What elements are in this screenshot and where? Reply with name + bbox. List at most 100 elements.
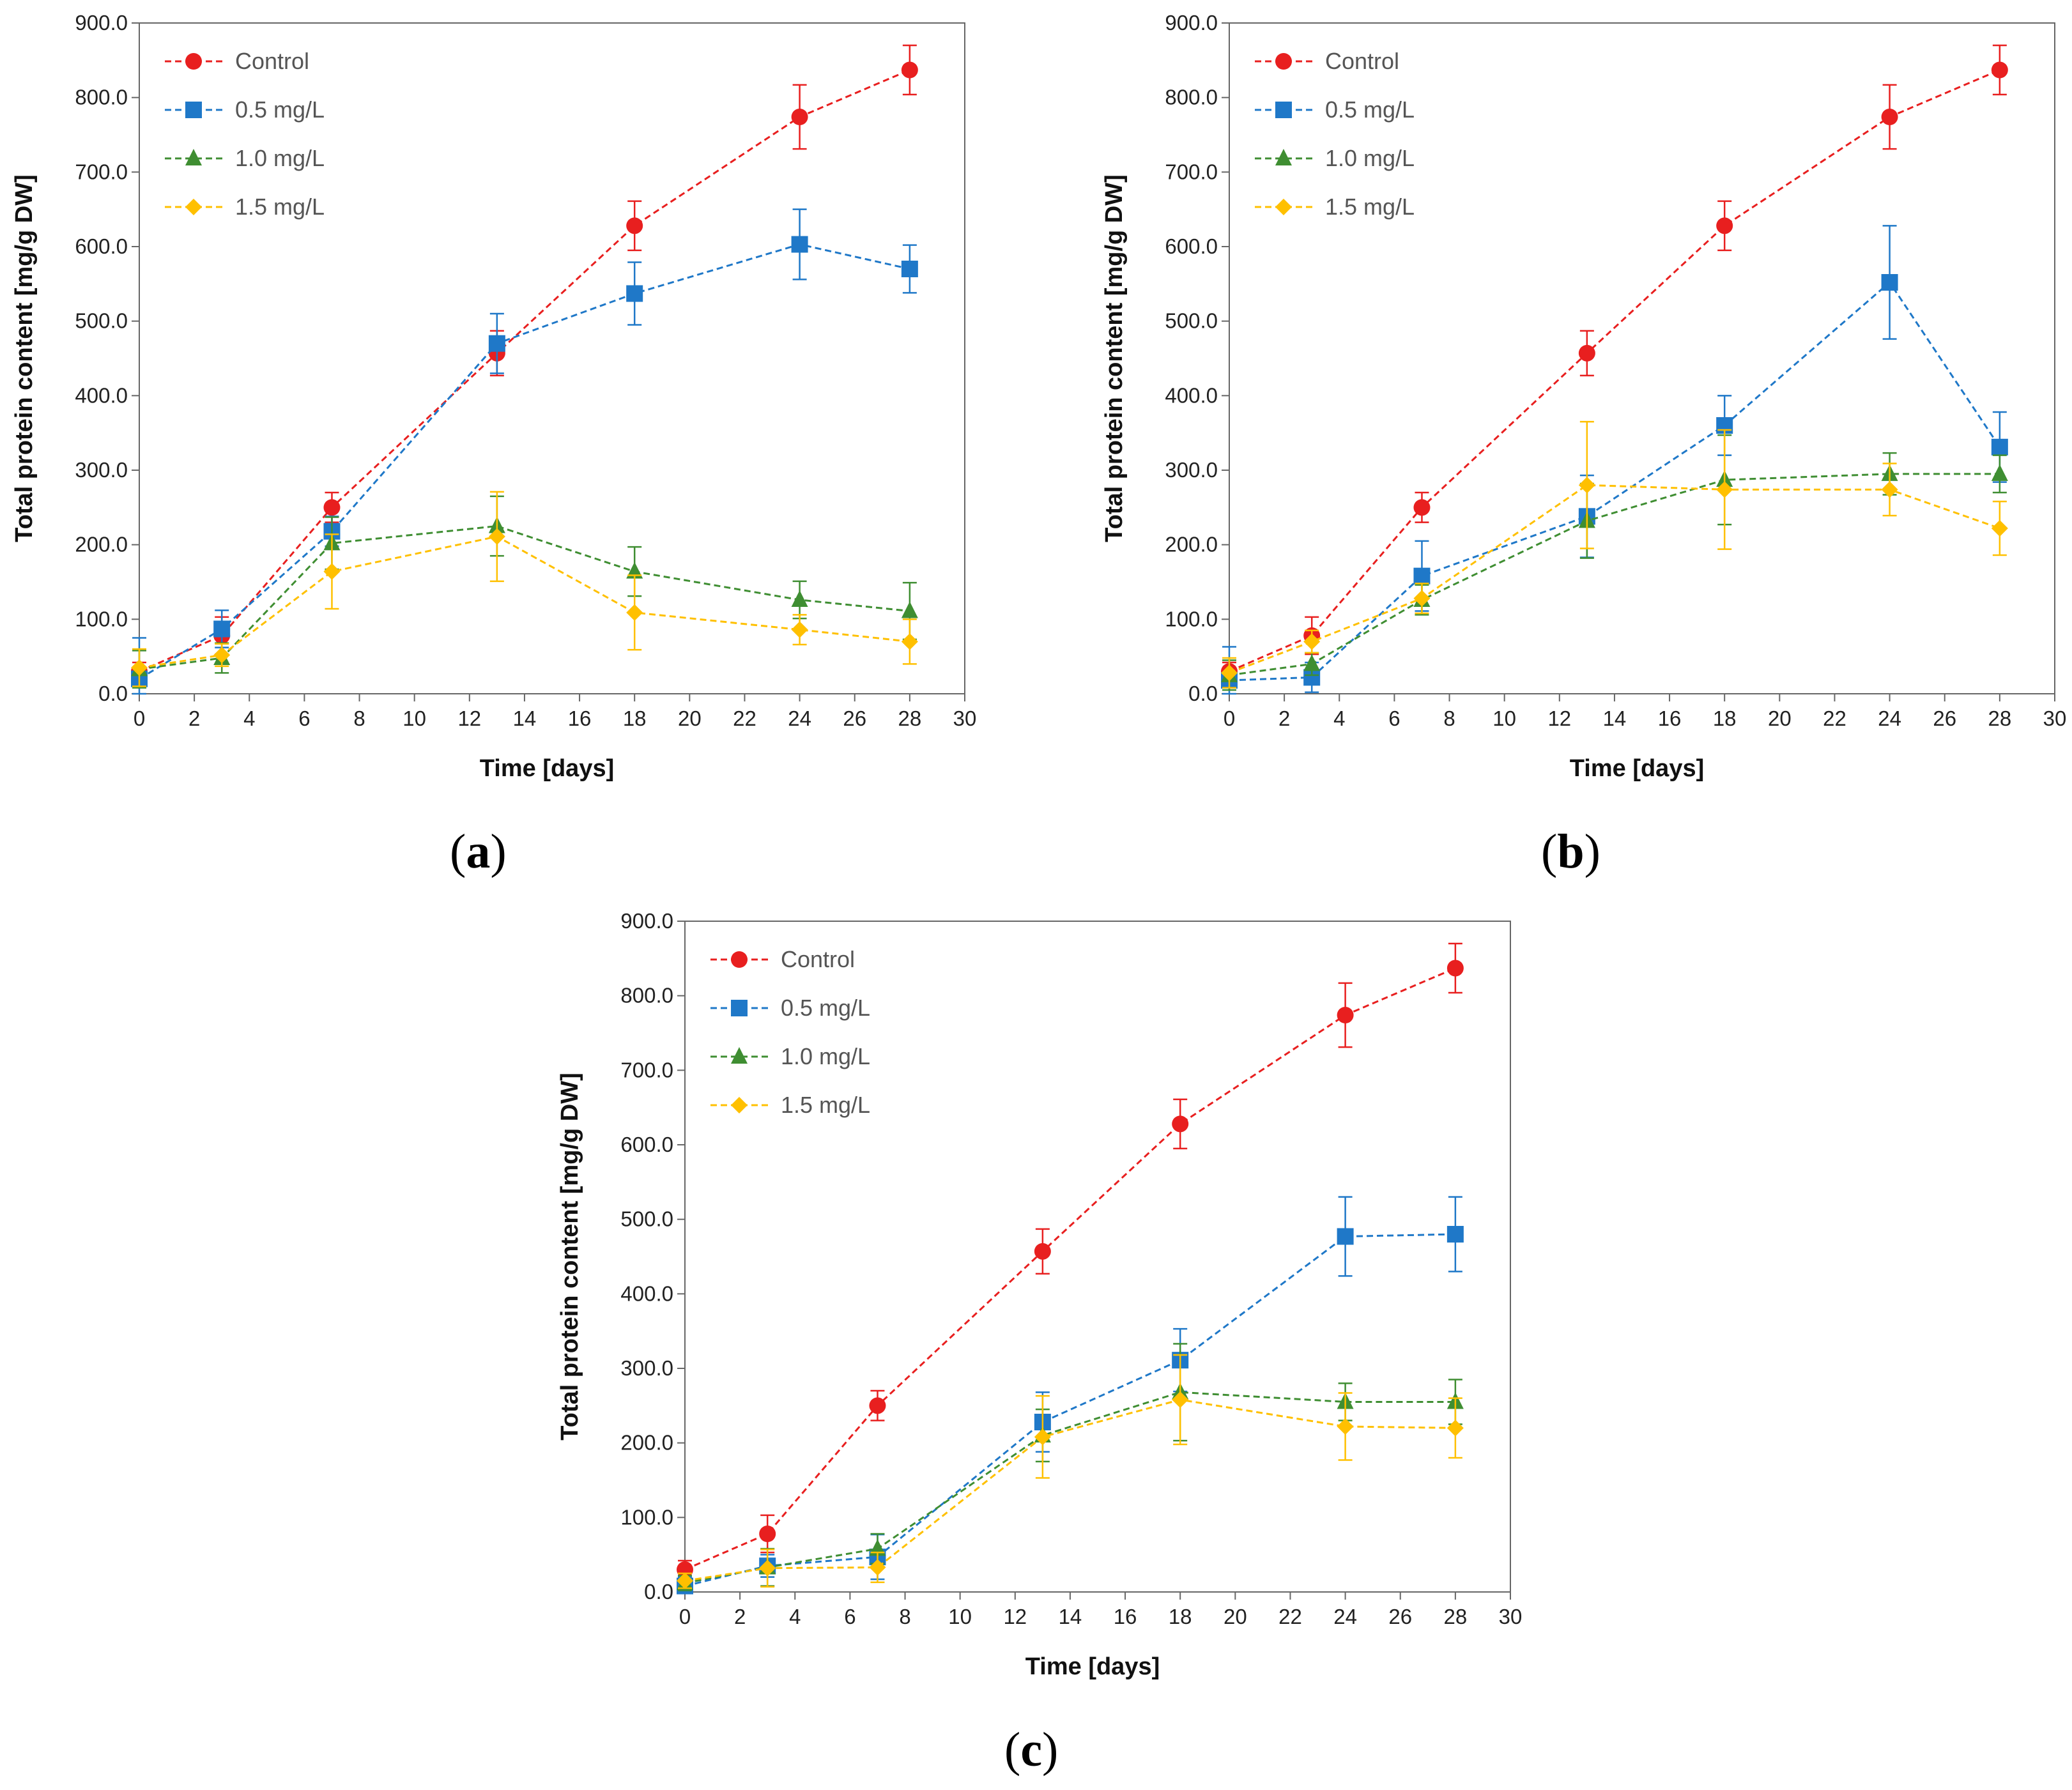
x-axis-title-c: Time [days] — [1025, 1653, 1160, 1680]
legend-label-1-0-mg-l: 1.0 mg/L — [235, 145, 325, 171]
y-tick-label-c: 400.0 — [620, 1281, 673, 1305]
data-point-1-5-mg-l — [131, 659, 148, 677]
x-tick-label-c: 24 — [1333, 1605, 1357, 1628]
legend-label-0-5-mg-l: 0.5 mg/L — [1325, 96, 1415, 123]
x-tick-label-a: 10 — [403, 707, 426, 730]
data-point-0-5-mg-l — [1991, 438, 2008, 455]
data-point-1-5-mg-l — [626, 604, 643, 621]
x-tick-label-c: 10 — [948, 1605, 972, 1628]
x-tick-label-a: 20 — [678, 707, 702, 730]
y-tick-label-b: 300.0 — [1165, 458, 1218, 482]
x-tick-label-c: 6 — [844, 1605, 856, 1628]
data-point-0-5-mg-l — [791, 236, 808, 253]
y-tick-label-b: 800.0 — [1165, 86, 1218, 109]
y-tick-label-c: 300.0 — [620, 1356, 673, 1380]
data-point-control — [791, 109, 808, 125]
y-tick-label-c: 500.0 — [620, 1207, 673, 1231]
data-point-1-5-mg-l — [1716, 481, 1733, 498]
data-point-control — [1991, 61, 2008, 79]
y-tick-label-a: 0.0 — [98, 682, 128, 705]
data-point-0-5-mg-l — [1447, 1226, 1464, 1243]
y-tick-label-a: 600.0 — [75, 234, 128, 258]
panel-letter-b: b — [1557, 825, 1585, 878]
legend-label-1-5-mg-l: 1.5 mg/L — [235, 194, 325, 220]
x-tick-label-c: 4 — [789, 1605, 801, 1628]
x-tick-label-c: 18 — [1169, 1605, 1192, 1628]
data-point-1-5-mg-l — [1991, 520, 2008, 537]
data-point-1-0-mg-l — [869, 1539, 886, 1556]
data-point-1-0-mg-l — [901, 601, 918, 618]
data-point-1-5-mg-l — [323, 563, 341, 580]
x-tick-label-b: 28 — [1988, 707, 2012, 730]
x-tick-label-a: 8 — [353, 707, 365, 730]
legend-marker-0-5-mg-l — [1275, 102, 1292, 118]
x-tick-label-b: 22 — [1823, 707, 1846, 730]
legend-marker-1-0-mg-l — [185, 149, 202, 165]
y-tick-label-b: 600.0 — [1165, 234, 1218, 258]
x-tick-label-b: 2 — [1278, 707, 1290, 730]
x-tick-label-b: 0 — [1224, 707, 1235, 730]
data-point-control — [869, 1397, 886, 1414]
legend-b: Control 0.5 mg/L 1.0 mg/L 1.5 mg/L — [1255, 48, 1415, 220]
x-tick-label-b: 30 — [2043, 707, 2067, 730]
x-tick-label-a: 2 — [188, 707, 200, 730]
legend-label-control: Control — [235, 48, 309, 74]
data-point-1-5-mg-l — [1881, 481, 1898, 498]
x-tick-label-b: 12 — [1547, 707, 1571, 730]
data-point-1-5-mg-l — [677, 1572, 693, 1589]
legend-label-0-5-mg-l: 0.5 mg/L — [781, 995, 870, 1021]
x-tick-label-b: 18 — [1713, 707, 1737, 730]
data-point-0-5-mg-l — [626, 285, 643, 302]
x-tick-label-c: 28 — [1444, 1605, 1468, 1628]
data-point-1-5-mg-l — [1221, 664, 1238, 682]
data-point-1-5-mg-l — [1447, 1419, 1464, 1437]
legend-c: Control 0.5 mg/L 1.0 mg/L 1.5 mg/L — [710, 946, 870, 1118]
series-1-5-mg-l-a — [131, 491, 918, 687]
x-tick-label-b: 26 — [1933, 707, 1956, 730]
data-point-1-5-mg-l — [901, 633, 918, 650]
y-tick-label-b: 500.0 — [1165, 309, 1218, 333]
data-point-1-5-mg-l — [488, 528, 505, 545]
x-tick-label-c: 16 — [1114, 1605, 1137, 1628]
series-line-0-5-mg-l — [684, 1233, 1455, 1587]
data-point-1-0-mg-l — [626, 562, 643, 579]
data-point-1-5-mg-l — [213, 646, 231, 664]
data-point-1-5-mg-l — [1172, 1391, 1189, 1408]
data-point-control — [1337, 1007, 1354, 1023]
legend-marker-1-5-mg-l — [1275, 199, 1292, 215]
data-point-control — [323, 499, 341, 516]
data-point-1-5-mg-l — [1413, 590, 1431, 607]
x-tick-label-a: 16 — [568, 707, 592, 730]
legend-marker-1-0-mg-l — [731, 1047, 748, 1064]
x-tick-label-a: 18 — [623, 707, 647, 730]
y-axis-title-a: Total protein content [mg/g DW] — [11, 174, 38, 542]
series-line-0-5-mg-l — [1229, 280, 2001, 682]
y-axis-title-c: Total protein content [mg/g DW] — [556, 1073, 583, 1441]
y-tick-label-a: 300.0 — [75, 458, 128, 482]
y-tick-label-c: 0.0 — [644, 1580, 673, 1603]
legend-label-control: Control — [781, 946, 855, 972]
x-tick-label-b: 24 — [1878, 707, 1901, 730]
x-tick-label-a: 26 — [843, 707, 866, 730]
series-1-0-mg-l-a — [131, 495, 918, 689]
y-tick-label-c: 700.0 — [620, 1058, 673, 1082]
x-tick-label-b: 20 — [1768, 707, 1792, 730]
legend-marker-1-5-mg-l — [185, 199, 202, 215]
data-point-control — [759, 1526, 776, 1542]
plot-area-c — [684, 921, 1511, 1593]
chart-panel-b: 0.0100.0200.0300.0400.0500.0600.0700.080… — [1101, 11, 2067, 782]
x-tick-label-a: 24 — [788, 707, 811, 730]
legend-marker-0-5-mg-l — [185, 102, 202, 118]
x-tick-label-a: 28 — [898, 707, 922, 730]
x-tick-label-a: 22 — [733, 707, 756, 730]
y-tick-label-c: 200.0 — [620, 1431, 673, 1455]
series-control-b — [1221, 44, 2008, 682]
data-point-1-5-mg-l — [1303, 633, 1321, 650]
data-point-0-5-mg-l — [213, 620, 231, 638]
data-point-1-5-mg-l — [791, 621, 808, 638]
x-tick-label-c: 30 — [1499, 1605, 1523, 1628]
y-tick-label-a: 500.0 — [75, 309, 128, 333]
legend-marker-0-5-mg-l — [731, 1000, 748, 1016]
plot-area-a — [139, 22, 965, 694]
y-tick-label-a: 200.0 — [75, 533, 128, 556]
